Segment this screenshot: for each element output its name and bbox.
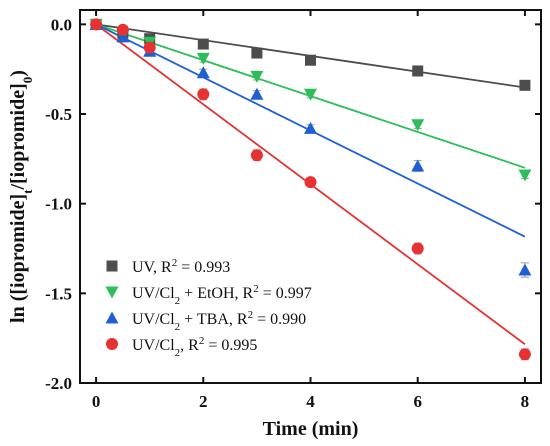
x-tick-label: 4: [306, 392, 315, 411]
tick-labels: 0 2 4 6 8 0.0 -0.5 -1.0 -1.5 -2.0: [45, 15, 529, 411]
y-tick-label: 0.0: [51, 15, 72, 34]
data-point-0-5: [305, 54, 316, 66]
data-point-1-3: [196, 52, 210, 65]
data-point-2-1: [116, 30, 130, 43]
data-point-0-7: [519, 79, 531, 91]
x-tick-label: 6: [413, 392, 422, 411]
data-point-1-5: [304, 88, 317, 101]
data-point-0-3: [197, 38, 209, 50]
data-point-1-7: [518, 169, 532, 182]
y-tick-label: -1.5: [45, 284, 72, 303]
data-point-1-4: [250, 70, 264, 83]
legend-label-2: UV/Cl2 + TBA, R2 = 0.990: [132, 309, 306, 333]
data-point-2-4: [250, 87, 264, 100]
data-point-3-1: [116, 23, 129, 36]
data-point-2-7: [518, 263, 532, 276]
error-bars: [118, 25, 529, 361]
data-point-0-4: [251, 47, 263, 59]
x-axis-title: Time (min): [263, 418, 359, 440]
legend-label-1: UV/Cl2 + EtOH, R2 = 0.997: [132, 283, 312, 307]
x-tick-label: 2: [199, 392, 208, 411]
data-point-3-6: [411, 242, 424, 255]
data-point-3-5: [304, 176, 317, 189]
y-tick-label: -1.0: [45, 195, 72, 214]
y-axis-title: ln ([iopromide]t/[iopromide]0): [7, 70, 35, 323]
legend-label-0: UV, R2 = 0.993: [132, 257, 230, 276]
data-point-0-6: [412, 65, 424, 77]
x-tick-label: 0: [92, 392, 101, 411]
legend-marker-3: [106, 338, 118, 350]
y-tick-label: -0.5: [45, 105, 72, 124]
data-point-3-3: [197, 88, 210, 101]
legend-label-3: UV/Cl2, R2 = 0.995: [132, 335, 257, 359]
data-point-3-2: [143, 41, 156, 54]
data-point-3-0: [90, 18, 103, 31]
legend-marker-2: [105, 311, 119, 324]
data-point-2-3: [196, 66, 210, 79]
x-tick-label: 8: [521, 392, 530, 411]
legend-marker-0: [106, 260, 118, 272]
y-tick-label: -2.0: [45, 374, 72, 393]
data-point-2-6: [411, 159, 425, 172]
data-point-3-7: [518, 348, 531, 361]
axis-ticks: [80, 10, 541, 384]
data-point-1-6: [411, 119, 425, 132]
data-markers: [89, 17, 532, 361]
legend-marker-1: [105, 286, 119, 299]
data-point-3-4: [250, 149, 263, 162]
data-point-2-5: [304, 121, 317, 134]
